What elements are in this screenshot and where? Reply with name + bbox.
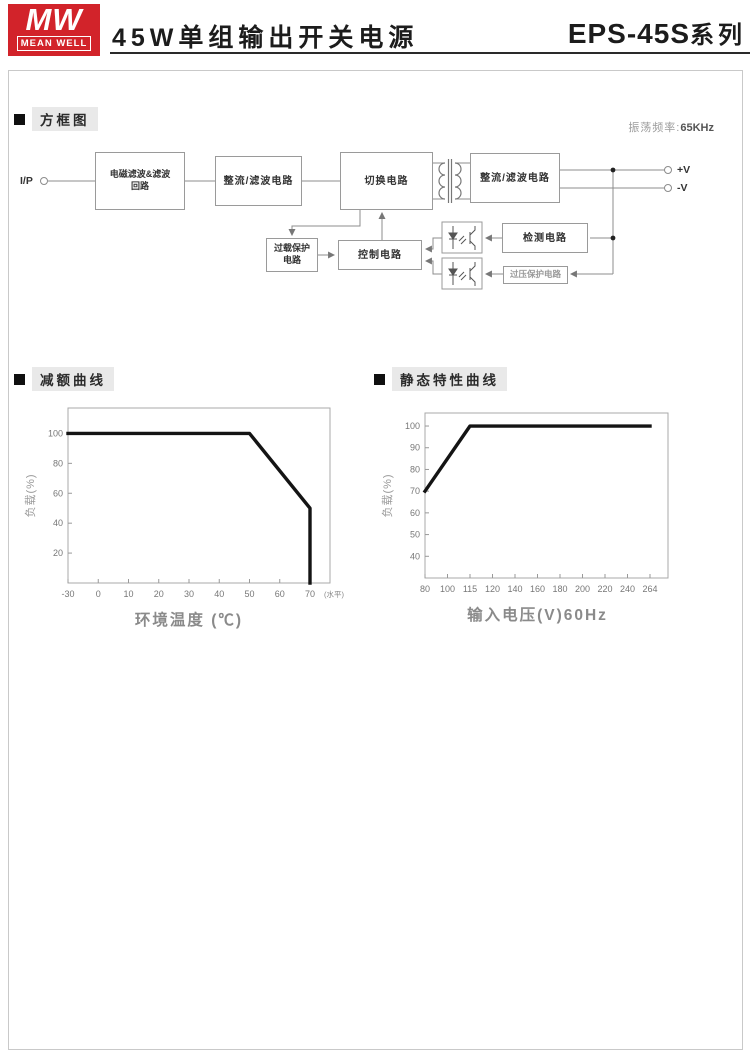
junction-dot — [610, 235, 616, 241]
derating-curve-chart: -30 0 10 20 30 40 50 60 70 (水平) 20 40 60 80 100 环境温度 (℃… — [23, 407, 344, 629]
meanwell-logo: MW MEAN WELL — [8, 4, 100, 56]
y-tick-label: 60 — [53, 488, 63, 498]
curve — [66, 431, 312, 585]
x-tick-label: 140 — [507, 584, 522, 594]
static-characteristic-chart: 80 100 115 120 140 160 180 200 220 240 264 40 50 60 70… — [380, 412, 669, 624]
section-label: 方框图 — [32, 107, 98, 131]
x-tick-label: 220 — [597, 584, 612, 594]
block-emi-filter: 电磁滤波&滤波 回路 — [95, 152, 185, 210]
x-tick-label: 240 — [620, 584, 635, 594]
block-diagram-canvas — [40, 159, 672, 290]
x-tick-label: 0 — [96, 589, 101, 599]
block-label: 电磁滤波&滤波 — [109, 169, 171, 180]
oscillator-frequency-note: 振荡频率:65KHz — [598, 119, 714, 135]
osc-freq-label: 振荡频率: — [628, 122, 681, 134]
x-tick-label: 100 — [440, 584, 455, 594]
plot-frame — [424, 412, 669, 579]
y-axis-label: 负载(%) — [23, 473, 37, 517]
block-label: 回路 — [130, 181, 149, 191]
y-tick-label: 40 — [410, 551, 420, 561]
x-tick-label: -30 — [61, 589, 74, 599]
x-tick-label: 115 — [463, 584, 477, 594]
x-axis-label: 输入电压(V)60Hz — [467, 605, 608, 624]
block-label: 整流/滤波电路 — [480, 172, 550, 184]
series-suffix: 系列 — [690, 22, 746, 49]
plot-frame — [67, 407, 331, 584]
y-tick-label: 20 — [53, 548, 63, 558]
optocoupler-icon — [441, 257, 483, 290]
series-model: EPS-45S — [567, 18, 690, 49]
input-terminal — [40, 177, 48, 185]
block-label: 控制电路 — [358, 249, 402, 261]
x-tick-label: 40 — [214, 589, 224, 599]
y-tick-label: 80 — [53, 458, 63, 468]
block-control: 控制电路 — [338, 240, 422, 270]
content-frame — [8, 70, 743, 1050]
section-bullet-icon — [14, 373, 25, 385]
x-tick-label: 120 — [485, 584, 500, 594]
block-label: 切换电路 — [364, 175, 409, 187]
block-overload-protection: 过载保护 电路 — [266, 238, 318, 272]
y-tick-label: 60 — [410, 508, 420, 518]
section-label: 静态特性曲线 — [392, 367, 507, 391]
junction-dot — [610, 167, 616, 173]
x-tick-label: 264 — [642, 584, 657, 594]
input-label: I/P — [20, 175, 33, 187]
block-label: 过载保护 — [273, 243, 310, 254]
y-tick-label: 70 — [410, 486, 420, 496]
x-tick-label: 30 — [184, 589, 194, 599]
output-terminal-pos — [664, 166, 672, 174]
x-tick-label: 180 — [552, 584, 567, 594]
block-switching: 切换电路 — [340, 152, 433, 210]
x-tick-label: 80 — [420, 584, 430, 594]
y-tick-label: 90 — [410, 443, 420, 453]
output-neg-label: -V — [677, 182, 688, 194]
x-tick-label: 50 — [244, 589, 254, 599]
x-tick-label: 60 — [275, 589, 285, 599]
x-tick-label: 20 — [154, 589, 164, 599]
section-bullet-icon — [14, 113, 25, 125]
y-tick-label: 100 — [48, 428, 63, 438]
page-title: 45W单组输出开关电源 — [112, 24, 419, 52]
block-label: 检测电路 — [523, 232, 567, 244]
transformer-icon — [438, 159, 462, 203]
x-axis-label: 环境温度 (℃) — [135, 610, 243, 629]
header-rule — [110, 52, 750, 54]
y-tick-label: 100 — [405, 421, 420, 431]
output-terminal-neg — [664, 184, 672, 192]
x-tick-label: 200 — [575, 584, 590, 594]
block-ovp: 过压保护电路 — [503, 266, 568, 284]
section-label: 减额曲线 — [32, 367, 114, 391]
series-title: EPS-45S系列 — [568, 15, 746, 50]
osc-freq-value: 65KHz — [680, 122, 714, 134]
block-label: 电路 — [282, 255, 301, 265]
block-detection: 检测电路 — [502, 223, 588, 253]
curve — [422, 424, 652, 494]
block-label: 过压保护电路 — [509, 269, 561, 280]
block-rectifier-filter-1: 整流/滤波电路 — [215, 156, 302, 206]
block-label: 整流/滤波电路 — [223, 175, 294, 187]
logo-name: MEAN WELL — [16, 36, 92, 51]
y-axis-label: 负载(%) — [380, 473, 394, 517]
y-tick-label: 40 — [53, 518, 63, 528]
y-tick-label: 50 — [410, 530, 420, 540]
output-pos-label: +V — [677, 164, 691, 176]
section-static-curve: 静态特性曲线 — [374, 367, 507, 391]
x-tick-label: 70 — [305, 589, 315, 599]
logo-monogram: MW — [25, 2, 83, 37]
y-tick-label: 80 — [410, 464, 420, 474]
section-block-diagram: 方框图 — [14, 107, 98, 131]
section-bullet-icon — [374, 373, 385, 385]
block-rectifier-filter-2: 整流/滤波电路 — [470, 153, 560, 203]
section-derating-curve: 减额曲线 — [14, 367, 114, 391]
x-axis-suffix: (水平) — [324, 589, 344, 599]
x-tick-label: 10 — [123, 589, 133, 599]
x-tick-label: 160 — [530, 584, 545, 594]
optocoupler-icon — [441, 221, 483, 254]
